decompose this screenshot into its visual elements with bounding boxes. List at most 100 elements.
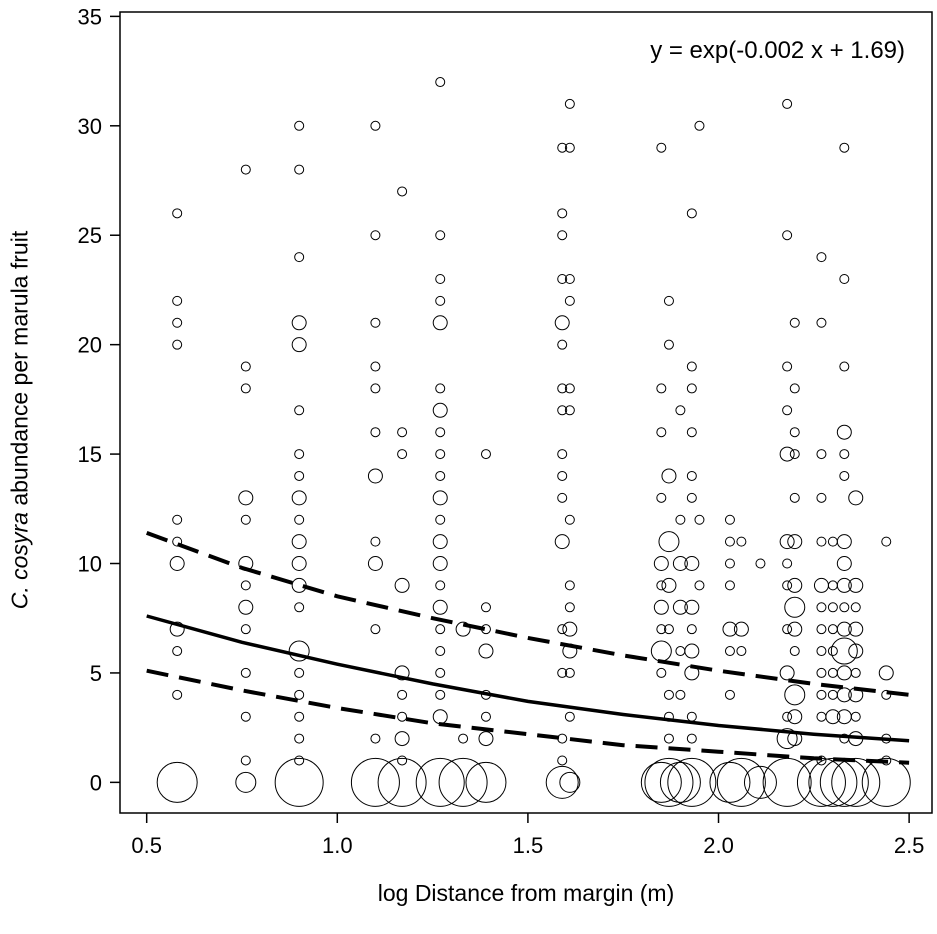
data-point: [435, 383, 446, 394]
data-point: [861, 757, 911, 807]
y-tick-label: 10: [78, 552, 102, 577]
data-point: [816, 492, 827, 503]
data-point: [836, 687, 852, 703]
data-point: [288, 640, 310, 662]
data-point: [850, 602, 861, 613]
data-point: [240, 361, 251, 372]
data-point: [836, 424, 852, 440]
data-point: [240, 755, 251, 766]
data-point: [816, 317, 827, 328]
data-point: [557, 208, 568, 219]
data-point: [172, 689, 183, 700]
data-point: [724, 580, 735, 591]
data-point: [825, 709, 841, 725]
data-point: [564, 667, 575, 678]
data-point: [675, 646, 686, 657]
data-point: [370, 361, 381, 372]
data-point: [667, 757, 717, 807]
data-point: [557, 624, 568, 635]
data-point: [370, 230, 381, 241]
data-point: [816, 711, 827, 722]
data-point: [294, 514, 305, 525]
data-point: [724, 536, 735, 547]
data-point: [789, 646, 800, 657]
data-point: [787, 534, 803, 550]
data-point: [848, 621, 864, 637]
data-point: [294, 733, 305, 744]
data-point: [782, 361, 793, 372]
data-points: [156, 77, 911, 807]
data-point: [816, 624, 827, 635]
data-point: [350, 757, 400, 807]
data-point: [435, 470, 446, 481]
data-point: [240, 580, 251, 591]
data-point: [782, 405, 793, 416]
data-point: [830, 637, 858, 665]
data-point: [557, 733, 568, 744]
data-point: [294, 120, 305, 131]
data-point: [816, 536, 827, 547]
data-point: [836, 665, 852, 681]
data-point: [827, 624, 838, 635]
data-point: [709, 761, 751, 803]
data-point: [240, 667, 251, 678]
data-point: [784, 684, 806, 706]
data-point: [839, 470, 850, 481]
data-point: [545, 765, 579, 799]
data-point: [397, 711, 408, 722]
data-point: [435, 646, 446, 657]
data-point: [782, 98, 793, 109]
y-tick-label: 15: [78, 442, 102, 467]
data-point: [172, 295, 183, 306]
data-point: [397, 755, 408, 766]
data-point: [827, 602, 838, 613]
data-point: [435, 514, 446, 525]
data-point: [839, 274, 850, 284]
data-point: [397, 427, 408, 438]
data-point: [789, 492, 800, 503]
data-point: [235, 771, 257, 793]
data-point: [686, 383, 697, 394]
data-point: [659, 761, 701, 803]
equation-annotation: y = exp(-0.002 x + 1.69): [650, 37, 905, 64]
data-point: [294, 667, 305, 678]
data-point: [435, 230, 446, 241]
data-point: [240, 383, 251, 394]
data-point: [878, 665, 894, 681]
data-point: [816, 602, 827, 613]
data-point: [850, 667, 861, 678]
data-point: [156, 761, 198, 803]
data-point: [675, 689, 686, 700]
data-point: [291, 315, 307, 331]
data-point: [650, 640, 672, 662]
data-point: [240, 164, 251, 175]
data-point: [294, 164, 305, 175]
data-point: [480, 711, 491, 722]
data-point: [397, 689, 408, 700]
data-point: [827, 646, 838, 657]
data-point: [816, 449, 827, 460]
data-point: [564, 514, 575, 525]
data-point: [564, 405, 575, 416]
data-point: [816, 689, 827, 700]
data-point: [656, 427, 667, 438]
data-point: [415, 757, 465, 807]
plot-frame: [119, 11, 933, 814]
data-point: [294, 470, 305, 481]
data-point: [370, 317, 381, 328]
data-point: [724, 558, 735, 569]
data-point: [435, 449, 446, 460]
data-point: [559, 771, 581, 793]
data-point: [435, 295, 446, 306]
data-point: [672, 599, 688, 615]
data-point: [787, 577, 803, 593]
data-point: [661, 577, 677, 593]
data-point: [686, 492, 697, 503]
data-point: [850, 711, 861, 722]
data-point: [656, 492, 667, 503]
data-point: [557, 274, 568, 284]
data-point: [839, 361, 850, 372]
data-point: [397, 449, 408, 460]
data-point: [663, 624, 674, 635]
